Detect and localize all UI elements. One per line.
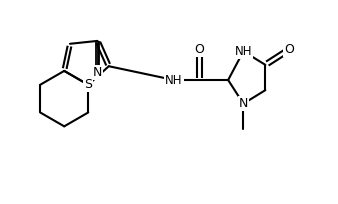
Text: NH: NH	[165, 73, 183, 86]
Text: N: N	[239, 97, 248, 110]
Text: N: N	[93, 66, 102, 79]
Text: O: O	[284, 43, 294, 56]
Text: NH: NH	[235, 45, 252, 58]
Text: O: O	[194, 43, 204, 56]
Text: S: S	[84, 78, 92, 91]
